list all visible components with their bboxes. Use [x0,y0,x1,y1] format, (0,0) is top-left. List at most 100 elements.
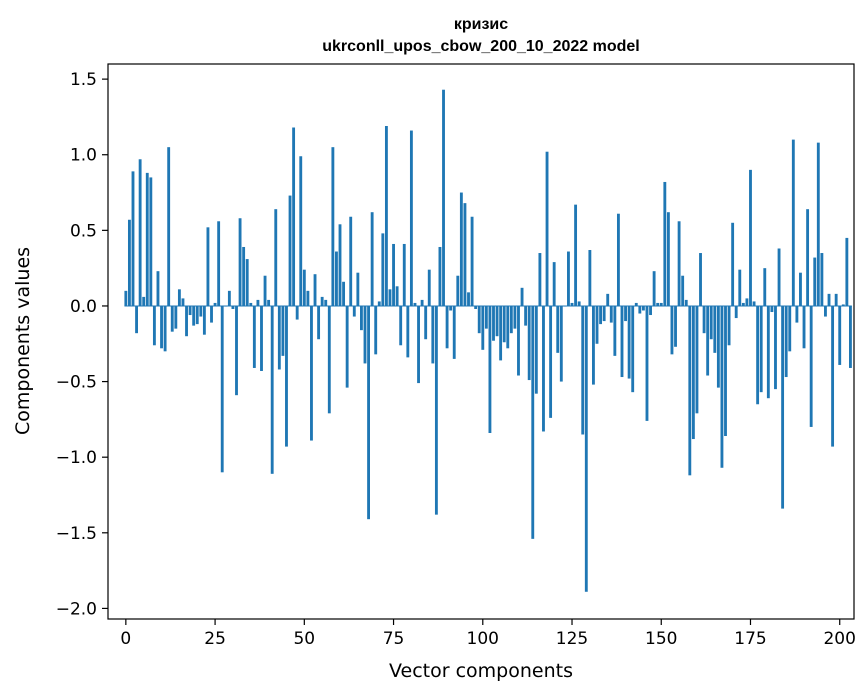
bar [195,305,199,325]
bar [581,305,585,435]
bar [156,271,160,306]
y-tick-label: −1.0 [56,448,97,468]
bar [670,305,674,355]
bar [267,299,271,306]
bar [252,305,256,368]
bar [520,287,524,306]
bar [595,305,599,344]
bar [763,268,767,306]
bar [192,305,196,326]
bar [834,293,838,306]
bar [641,305,645,311]
bar [452,305,456,359]
x-tick-label: 100 [467,629,499,649]
bar [281,305,285,356]
bar [620,305,624,378]
bar [217,221,221,306]
bar [459,192,463,306]
bar [841,304,845,306]
bar [374,305,378,355]
bar [524,305,528,326]
x-tick-label: 50 [293,629,315,649]
bar [845,237,849,306]
bar [302,269,306,306]
bar [260,305,263,371]
bar [734,305,738,319]
bar [313,274,317,306]
bar [784,305,788,378]
bar [677,221,681,306]
bar [727,305,731,346]
bar [295,305,299,320]
bar [609,305,613,323]
bar [759,305,763,393]
bar [724,305,727,437]
bar [666,212,670,306]
bar [659,302,663,306]
bar [360,305,363,331]
bar [352,305,356,317]
bar [484,305,488,329]
bar [131,171,135,306]
bar [349,216,353,306]
x-tick-label: 25 [204,629,226,649]
bar [806,209,810,306]
bar [392,243,395,306]
chart-title: кризис [454,16,508,33]
x-axis-ticks: 0 25 50 75 100 125 150 175 200 [120,619,856,649]
bar [531,305,535,539]
bar [445,305,449,349]
bar [791,139,795,306]
bar [406,305,410,358]
bar [331,147,335,306]
bar [449,305,453,311]
bar [231,305,235,309]
bar [127,219,131,306]
bar [713,305,717,353]
bar [624,305,627,322]
bar [752,301,756,306]
bar [202,305,206,335]
bar [706,305,710,376]
bar [363,305,367,364]
bar [681,275,685,306]
bar [263,275,267,306]
bar [556,305,560,353]
bar [534,305,538,394]
bar [838,305,842,365]
bar [631,305,635,393]
bar [177,289,181,306]
bar [731,222,735,306]
bar [688,305,692,476]
bar [124,290,128,306]
bar [527,305,531,381]
bar [238,218,242,306]
x-axis-label: Vector components [389,660,573,682]
bar [513,305,517,329]
bar [674,305,677,347]
y-axis-label: Components values [12,247,34,435]
bar [213,302,217,306]
bar [770,305,774,313]
bar [467,292,470,306]
bar [499,305,503,361]
bar [592,305,595,385]
bar [199,305,203,317]
y-tick-label: −0.5 [56,373,97,393]
bar [652,271,656,306]
bar [384,126,388,306]
bar [442,89,445,306]
y-tick-label: −2.0 [56,599,97,619]
y-tick-label: 0.5 [70,221,97,241]
bar [488,305,492,433]
bar [695,305,699,414]
bar [235,305,238,396]
bar [274,209,278,306]
bar [335,251,338,306]
bar [145,172,149,306]
bar [142,296,146,306]
bar [138,159,142,306]
bar [634,302,638,306]
bar [584,305,588,592]
bar [338,224,342,306]
